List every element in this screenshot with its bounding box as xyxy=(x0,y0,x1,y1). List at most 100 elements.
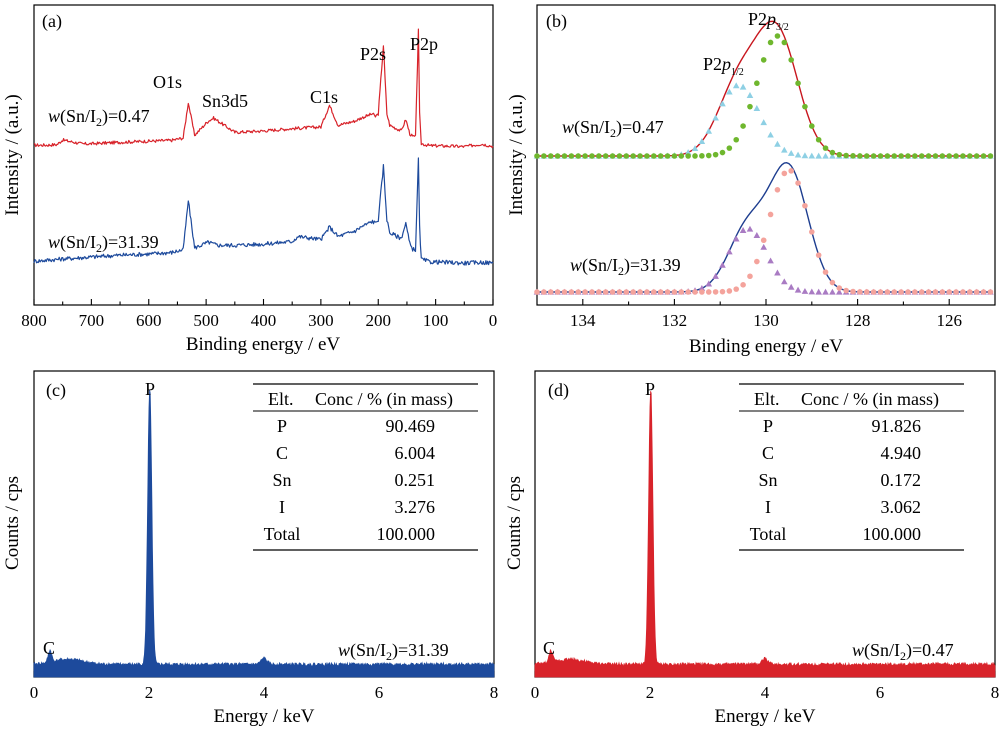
panel-b-component-point xyxy=(589,289,595,295)
panel-b-component-point xyxy=(602,289,609,295)
panel-b-component-point xyxy=(788,57,794,63)
panel-c-label: (c) xyxy=(46,380,66,401)
panel-b-component-point xyxy=(698,138,706,145)
panel-b-label: (b) xyxy=(546,11,567,32)
svg-text:Counts / cps: Counts / cps xyxy=(2,476,23,570)
panel-b-x-ticks: 134 132 130 128 126 xyxy=(570,299,962,330)
panel-b-component-point xyxy=(657,289,664,295)
panel-d-table-cell-value: 100.000 xyxy=(863,524,922,544)
panel-c-table-header-conc: Conc / % (in mass) xyxy=(315,389,453,410)
panel-b-component-point xyxy=(726,88,733,95)
panel-b-component-point xyxy=(732,82,740,89)
panel-b-component-point xyxy=(534,289,540,295)
panel-a-x-tick-label: 400 xyxy=(251,311,277,330)
panel-b-component-point xyxy=(836,285,843,291)
panel-b-component-point xyxy=(568,153,575,159)
panel-b-component-point xyxy=(705,289,712,295)
panel-a-x-ticks: 800 700 600 500 400 300 200 100 0 xyxy=(21,299,497,330)
panel-b-component-point xyxy=(843,152,849,159)
panel-a-x-tick-label: 600 xyxy=(136,311,162,330)
panel-b-component-point xyxy=(698,284,706,291)
panel-b-component-point xyxy=(987,289,994,295)
panel-b-component-point xyxy=(712,272,719,279)
panel-b-component-point xyxy=(815,152,822,159)
panel-a-annotation-o1s: O1s xyxy=(153,72,182,92)
panel-b-component-point xyxy=(808,152,816,159)
panel-b-component-point xyxy=(664,289,671,295)
panel-b-component-point xyxy=(946,153,952,159)
panel-b-component-point xyxy=(541,153,547,159)
panel-b-component-point xyxy=(953,289,959,295)
panel-b-component-point xyxy=(747,273,753,280)
svg-text:Intensity / (a.u.): Intensity / (a.u.) xyxy=(2,94,23,215)
panel-b-series xyxy=(533,20,994,295)
panel-b-component-point xyxy=(733,136,740,143)
panel-b-component-point xyxy=(835,288,843,295)
svg-text:Counts / cps: Counts / cps xyxy=(504,476,525,570)
panel-b-component-point xyxy=(712,151,719,158)
panel-b-component-point xyxy=(850,288,856,295)
panel-b-component-point xyxy=(699,289,705,295)
panel-b-component-point xyxy=(802,103,808,110)
panel-c-table-cell-value: 90.469 xyxy=(386,416,436,436)
panel-b-component-point xyxy=(760,57,767,63)
panel-b-component-point xyxy=(541,289,547,295)
panel-b-component-point xyxy=(774,33,781,39)
panel-b-component-point xyxy=(980,153,987,159)
panel-b-component-point xyxy=(774,187,781,193)
panel-b-x-tick-label: 132 xyxy=(662,311,688,330)
panel-b-component-point xyxy=(719,149,726,156)
panel-d-x-tick-label: 0 xyxy=(531,683,540,702)
panel-c-table-cell-value: 100.000 xyxy=(377,524,436,544)
panel-b-component-point xyxy=(973,153,980,159)
panel-b-component-point xyxy=(795,80,801,87)
panel-b-component-point xyxy=(870,289,877,295)
panel-b-component-point xyxy=(568,289,575,295)
panel-b-component-point xyxy=(953,153,959,159)
panel-b-component-point xyxy=(740,123,746,129)
panel-c-y-axis-title: Counts / cps xyxy=(2,476,23,570)
panel-b-component-point xyxy=(884,153,891,159)
panel-c-x-axis-title: Energy / keV xyxy=(214,706,315,727)
panel-b-component-point xyxy=(733,286,740,292)
panel-b-component-point xyxy=(877,289,884,295)
panel-d-x-tick-label: 8 xyxy=(991,683,1000,702)
panel-b-component-point xyxy=(547,153,554,159)
panel-c-table-cell-element: C xyxy=(276,443,288,463)
panel-b-component-point xyxy=(630,153,636,159)
panel-c-x-tick-label: 6 xyxy=(375,683,384,702)
panel-b-component-point xyxy=(596,289,602,295)
panel-b-component-point xyxy=(747,103,753,110)
panel-a-x-tick-label: 800 xyxy=(21,311,47,330)
panel-b-component-point xyxy=(753,232,761,238)
panel-b-component-point xyxy=(891,289,898,295)
panel-d-table-cell-element: P xyxy=(763,416,773,436)
panel-b-component-point xyxy=(774,269,781,276)
panel-c-table-cell-value: 3.276 xyxy=(395,497,436,517)
panel-d-x-tick-label: 2 xyxy=(646,683,655,702)
panel-c-spectrum xyxy=(33,389,495,678)
panel-b-component-point xyxy=(589,153,595,159)
panel-b-component-point xyxy=(554,289,561,295)
panel-d-table-cell-value: 0.172 xyxy=(881,470,922,490)
panel-b-component-point xyxy=(705,152,712,159)
panel-b-component-point xyxy=(898,289,904,295)
panel-b-component-point xyxy=(939,289,946,295)
panel-b-p2p-fit: 134 132 130 128 126 Intensity / (a.u.) Bindi… xyxy=(506,4,996,357)
panel-d-y-axis-title: Counts / cps xyxy=(504,476,525,570)
panel-b-component-point xyxy=(829,149,836,156)
panel-d-table-cell-value: 3.062 xyxy=(881,497,922,517)
panel-b-component-point xyxy=(547,289,554,295)
panel-c-table-cell-value: 0.251 xyxy=(395,470,436,490)
panel-b-component-point xyxy=(739,83,747,90)
panel-b-component-point xyxy=(692,153,698,159)
panel-b-component-point xyxy=(671,289,678,295)
panel-a-series xyxy=(33,28,494,266)
panel-b-component-point xyxy=(753,105,761,111)
panel-c-table-cell-element: Sn xyxy=(272,470,291,490)
panel-b-component-point xyxy=(754,258,760,265)
panel-b-component-point xyxy=(829,279,836,286)
panel-b-component-point xyxy=(767,131,774,138)
